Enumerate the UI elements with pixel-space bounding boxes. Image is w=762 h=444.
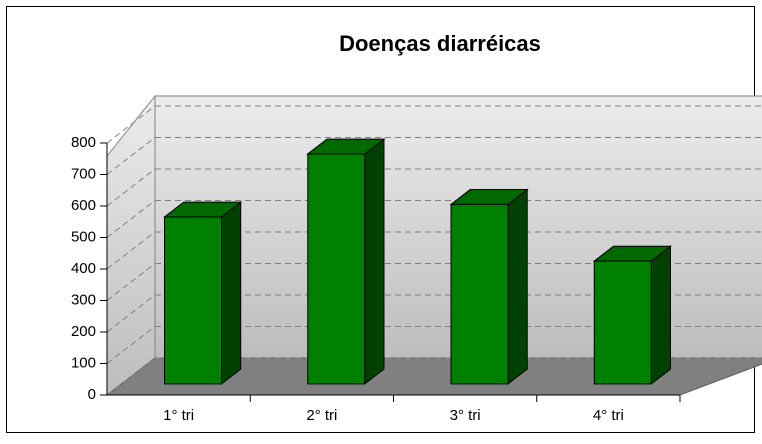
bar-side (221, 201, 242, 385)
y-tick-label: 100 (71, 354, 96, 371)
x-tick-label: 2° tri (306, 407, 337, 424)
grid-line-side (106, 231, 156, 270)
bar (164, 216, 223, 385)
y-tick-label: 700 (71, 165, 96, 182)
x-tick-label: 3° tri (450, 407, 481, 424)
grid-line-side (106, 294, 156, 333)
bar (593, 260, 652, 385)
grid-line-side (106, 357, 156, 396)
y-tick-label: 0 (88, 386, 96, 403)
grid-line-side (106, 168, 156, 207)
bar-side (364, 138, 385, 385)
x-tick-label: 4° tri (593, 407, 624, 424)
grid-line-side (106, 263, 156, 301)
grid-line-side (106, 137, 156, 175)
chart-title: Doenças diarréicas (339, 31, 541, 56)
y-tick-label: 800 (71, 134, 96, 151)
y-tick-label: 600 (71, 197, 96, 214)
bar (450, 203, 509, 385)
grid-line-side (106, 105, 156, 144)
bar (307, 153, 366, 385)
grid-line-side (106, 326, 156, 364)
bar-side (507, 188, 528, 385)
y-tick-label: 300 (71, 291, 96, 308)
y-tick-label: 400 (71, 260, 96, 277)
y-tick-label: 500 (71, 228, 96, 245)
bar-side (650, 245, 671, 385)
y-tick-label: 200 (71, 323, 96, 340)
grid-line-side (106, 200, 156, 238)
x-tick-label: 1° tri (163, 407, 194, 424)
